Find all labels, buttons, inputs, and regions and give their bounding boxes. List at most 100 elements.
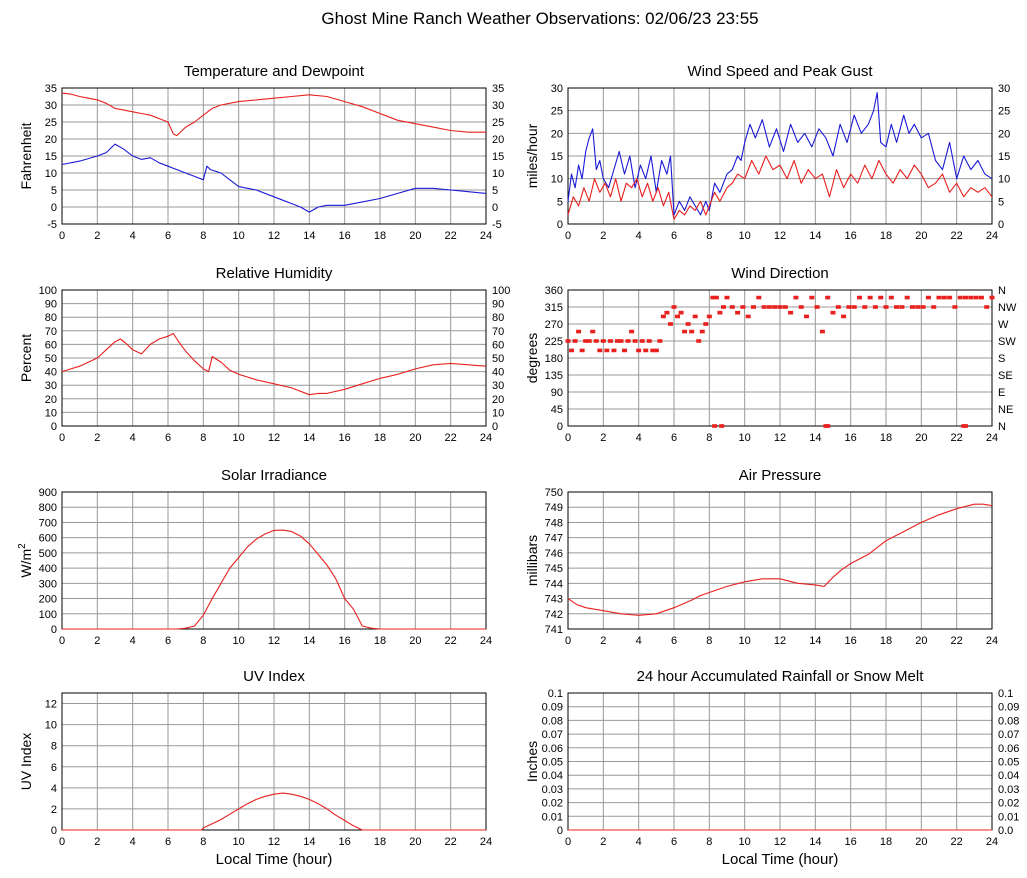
x-tick-label: 14 — [809, 836, 821, 848]
x-tick-label: 16 — [845, 230, 857, 242]
y-axis-label: millibars — [524, 535, 540, 586]
x-tick-label: 20 — [915, 230, 927, 242]
data-point — [920, 305, 926, 309]
x-tick-label: 14 — [809, 635, 821, 647]
y-tick-label: 200 — [39, 594, 57, 606]
x-tick-label: 4 — [130, 432, 136, 444]
plot-frame — [61, 491, 487, 630]
x-tick-label: 6 — [671, 635, 677, 647]
data-point — [936, 295, 942, 300]
right-tick-label: 30 — [492, 100, 504, 112]
y-tick-label: 10 — [45, 720, 57, 732]
data-point — [682, 329, 688, 334]
data-point — [664, 310, 670, 315]
y-axis-label: Fahrenheit — [18, 122, 34, 189]
right-tick-label: 10 — [492, 407, 504, 419]
data-point — [712, 424, 718, 428]
x-tick-label: 22 — [951, 836, 963, 848]
y-tick-label: 4 — [51, 783, 57, 795]
plot-frame — [567, 491, 993, 630]
x-tick-label: 22 — [951, 635, 963, 647]
right-tick-label: 0.02 — [998, 798, 1019, 810]
x-tick-label: 20 — [409, 432, 421, 444]
x-tick-label: 12 — [268, 836, 280, 848]
right-tick-label: 90 — [492, 299, 504, 311]
x-tick-label: 0 — [59, 230, 65, 242]
x-tick-label: 18 — [880, 230, 892, 242]
right-tick-label: 0.09 — [998, 702, 1019, 714]
chart-title: Solar Irradiance — [221, 467, 327, 484]
data-point — [600, 339, 606, 343]
y-tick-label: 500 — [39, 548, 57, 560]
x-tick-label: 6 — [165, 635, 171, 647]
data-point — [745, 314, 751, 319]
y-tick-label: 0 — [557, 421, 563, 433]
chart-title: Wind Direction — [731, 265, 829, 282]
data-point — [706, 314, 712, 319]
chart-title: 24 hour Accumulated Rainfall or Snow Mel… — [637, 668, 925, 685]
x-tick-label: 6 — [165, 432, 171, 444]
y-tick-label: 80 — [45, 312, 57, 324]
x-tick-label: 0 — [565, 836, 571, 848]
x-tick-label: 22 — [445, 836, 457, 848]
plot-frame — [567, 289, 993, 427]
x-tick-label: 2 — [94, 635, 100, 647]
data-point — [804, 314, 809, 319]
right-tick-label: 0.08 — [998, 715, 1019, 727]
series-line-wind-speed — [567, 155, 993, 221]
data-point — [713, 295, 719, 300]
data-point — [798, 305, 804, 309]
plot-frame — [61, 289, 487, 427]
right-tick-label: 40 — [492, 367, 504, 379]
data-point — [878, 295, 884, 300]
y-tick-label: 744 — [545, 578, 563, 590]
y-tick-label: 25 — [551, 106, 563, 118]
y-tick-label: 0.1 — [548, 688, 563, 700]
data-point — [653, 348, 659, 353]
data-point — [788, 310, 794, 315]
x-tick-label: 12 — [774, 230, 786, 242]
y-tick-label: 0.07 — [542, 729, 563, 741]
data-point — [761, 305, 767, 309]
data-point — [819, 329, 825, 334]
y-tick-label: 40 — [45, 367, 57, 379]
data-point — [720, 305, 726, 309]
series-line-temperature — [61, 92, 486, 137]
right-tick-label: 50 — [492, 353, 504, 365]
y-tick-label: 600 — [39, 533, 57, 545]
plot-frame — [61, 692, 487, 831]
y-tick-label: 100 — [39, 285, 57, 297]
y-tick-label: 0 — [51, 624, 57, 636]
data-point — [607, 339, 613, 343]
y-tick-label: 30 — [551, 83, 563, 95]
data-point — [667, 322, 673, 326]
data-point — [572, 339, 578, 343]
chart-title: Temperature and Dewpoint — [184, 63, 365, 80]
y-tick-label: 8 — [51, 741, 57, 753]
chart-rain: 24 hour Accumulated Rainfall or Snow Mel… — [524, 668, 1019, 868]
x-tick-label: 2 — [600, 836, 606, 848]
data-point — [565, 339, 571, 343]
right-tick-label: 5 — [492, 185, 498, 197]
x-tick-label: 10 — [233, 432, 245, 444]
data-point — [689, 329, 695, 334]
data-point — [862, 305, 868, 309]
data-point — [625, 339, 631, 343]
y-tick-label: 0 — [51, 421, 57, 433]
data-point — [579, 348, 585, 353]
x-tick-label: 8 — [200, 432, 206, 444]
y-tick-label: 0.01 — [542, 811, 563, 823]
y-tick-label: 20 — [45, 394, 57, 406]
right-tick-label: N — [998, 285, 1006, 297]
right-tick-label: 70 — [492, 326, 504, 338]
data-point — [622, 348, 628, 353]
right-tick-label: 0 — [998, 219, 1004, 231]
y-tick-label: 0 — [557, 825, 563, 837]
right-tick-label: 60 — [492, 339, 504, 351]
page-title: Ghost Mine Ranch Weather Observations: 0… — [321, 9, 758, 28]
y-tick-label: 748 — [545, 517, 563, 529]
y-tick-label: 0.05 — [542, 757, 563, 769]
y-tick-label: 25 — [45, 117, 57, 129]
